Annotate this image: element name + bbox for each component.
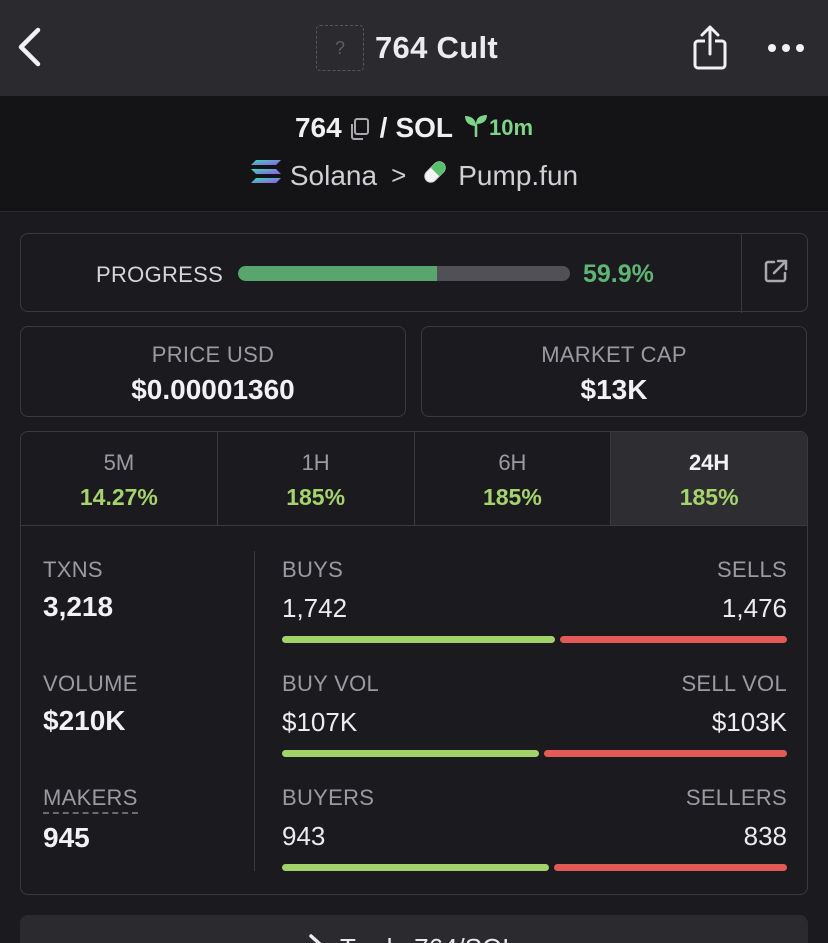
sellers-label: SELLERS bbox=[685, 785, 787, 810]
tab-24h[interactable]: 24H 185% bbox=[611, 432, 807, 525]
more-dots-icon[interactable] bbox=[766, 34, 806, 62]
progress-card: PROGRESS 59.9% bbox=[20, 233, 809, 313]
price-label: PRICE USD bbox=[151, 342, 275, 367]
makers-stat: MAKERS 945 bbox=[43, 785, 138, 854]
dex-name[interactable]: Pump.fun bbox=[458, 159, 579, 191]
chain-line: Solana > Pump.fun bbox=[0, 157, 828, 194]
sell-vol-value: $103K bbox=[711, 707, 787, 737]
pill-icon bbox=[420, 157, 450, 194]
market-cap-card: MARKET CAP $13K bbox=[421, 326, 807, 417]
progress-bar bbox=[238, 266, 570, 281]
buyers-label: BUYERS bbox=[282, 785, 375, 810]
trade-button-content: Trade 764/SOL bbox=[286, 933, 517, 943]
tab-1h[interactable]: 1H 185% bbox=[218, 432, 415, 525]
pair-age: 10m bbox=[463, 113, 533, 143]
pair-age-value: 10m bbox=[489, 115, 534, 140]
buys-sells-bar bbox=[282, 636, 787, 643]
top-bar: ? 764 Cult bbox=[0, 0, 828, 96]
tab-label: 6H bbox=[498, 450, 527, 475]
txns-value: 3,218 bbox=[43, 591, 114, 622]
header-title-group: ? 764 Cult bbox=[316, 25, 498, 71]
solana-icon bbox=[250, 159, 282, 192]
price-value: $0.00001360 bbox=[131, 374, 295, 405]
buyers-sellers-ratio: BUYERS SELLERS 943 838 bbox=[282, 785, 787, 871]
buys-label: BUYS bbox=[282, 557, 344, 582]
pair-header: 764 / SOL 10m bbox=[0, 96, 828, 212]
tab-change: 14.27% bbox=[79, 484, 158, 510]
txns-label: TXNS bbox=[43, 557, 103, 582]
sells-bar bbox=[560, 636, 787, 643]
sells-value: 1,476 bbox=[721, 593, 787, 623]
chevron-left-icon[interactable] bbox=[14, 26, 48, 68]
progress-bar-fill bbox=[238, 266, 437, 281]
share-icon[interactable] bbox=[690, 24, 730, 72]
buy-vol-label: BUY VOL bbox=[282, 671, 380, 696]
base-symbol: 764 bbox=[294, 112, 342, 143]
chain-name[interactable]: Solana bbox=[289, 159, 378, 191]
timeframe-tabs: 5M 14.27% 1H 185% 6H 185% 24H 185% bbox=[21, 432, 807, 526]
market-cap-label: MARKET CAP bbox=[541, 342, 687, 367]
tab-change: 185% bbox=[286, 484, 346, 510]
stats-card: 5M 14.27% 1H 185% 6H 185% 24H 185% TXNS … bbox=[20, 431, 808, 895]
tab-label: 24H bbox=[688, 450, 730, 475]
buy-sell-vol-bar bbox=[282, 750, 787, 757]
breadcrumb-chevron: > bbox=[391, 160, 407, 190]
tab-5m[interactable]: 5M 14.27% bbox=[21, 432, 218, 525]
external-link-button[interactable] bbox=[741, 234, 809, 313]
tab-label: 5M bbox=[103, 450, 135, 475]
makers-value: 945 bbox=[43, 822, 90, 853]
tab-label: 1H bbox=[301, 450, 330, 475]
sellers-value: 838 bbox=[743, 821, 787, 851]
market-cap-value: $13K bbox=[580, 374, 648, 405]
trade-button[interactable]: Trade 764/SOL bbox=[20, 915, 808, 943]
sell-vol-label: SELL VOL bbox=[681, 671, 787, 696]
buyers-bar bbox=[282, 864, 550, 871]
buys-sells-ratio: BUYS SELLS 1,742 1,476 bbox=[282, 557, 787, 643]
buyers-sellers-bar bbox=[282, 864, 787, 871]
copy-icon[interactable] bbox=[348, 116, 370, 140]
sell-vol-bar bbox=[544, 750, 787, 757]
pair-line: 764 / SOL 10m bbox=[0, 112, 828, 144]
volume-stat: VOLUME $210K bbox=[43, 671, 138, 737]
progress-label: PROGRESS bbox=[96, 262, 224, 287]
tab-change: 185% bbox=[482, 484, 542, 510]
arrow-right-icon bbox=[286, 933, 340, 943]
txns-stat: TXNS 3,218 bbox=[43, 557, 113, 623]
external-link-icon bbox=[763, 258, 789, 289]
makers-label[interactable]: MAKERS bbox=[43, 785, 138, 814]
buy-vol-value: $107K bbox=[282, 707, 358, 737]
seedling-icon bbox=[463, 113, 489, 143]
trade-button-label: Trade 764/SOL bbox=[340, 933, 517, 943]
buy-sell-vol-ratio: BUY VOL SELL VOL $107K $103K bbox=[282, 671, 787, 757]
buys-value: 1,742 bbox=[282, 593, 348, 623]
token-placeholder-icon: ? bbox=[316, 25, 364, 71]
tab-6h[interactable]: 6H 185% bbox=[415, 432, 612, 525]
pair-separator: / bbox=[379, 112, 388, 143]
buyers-value: 943 bbox=[282, 821, 326, 851]
sellers-bar bbox=[554, 864, 787, 871]
progress-value: 59.9% bbox=[583, 260, 654, 288]
quote-symbol: SOL bbox=[395, 112, 453, 143]
volume-value: $210K bbox=[43, 705, 126, 736]
price-card: PRICE USD $0.00001360 bbox=[20, 326, 406, 417]
buy-vol-bar bbox=[282, 750, 540, 757]
sells-label: SELLS bbox=[717, 557, 787, 582]
page-title: 764 Cult bbox=[375, 30, 498, 65]
volume-label: VOLUME bbox=[43, 671, 138, 696]
buys-bar bbox=[282, 636, 556, 643]
stats-divider bbox=[254, 551, 255, 871]
tab-change: 185% bbox=[679, 484, 739, 510]
